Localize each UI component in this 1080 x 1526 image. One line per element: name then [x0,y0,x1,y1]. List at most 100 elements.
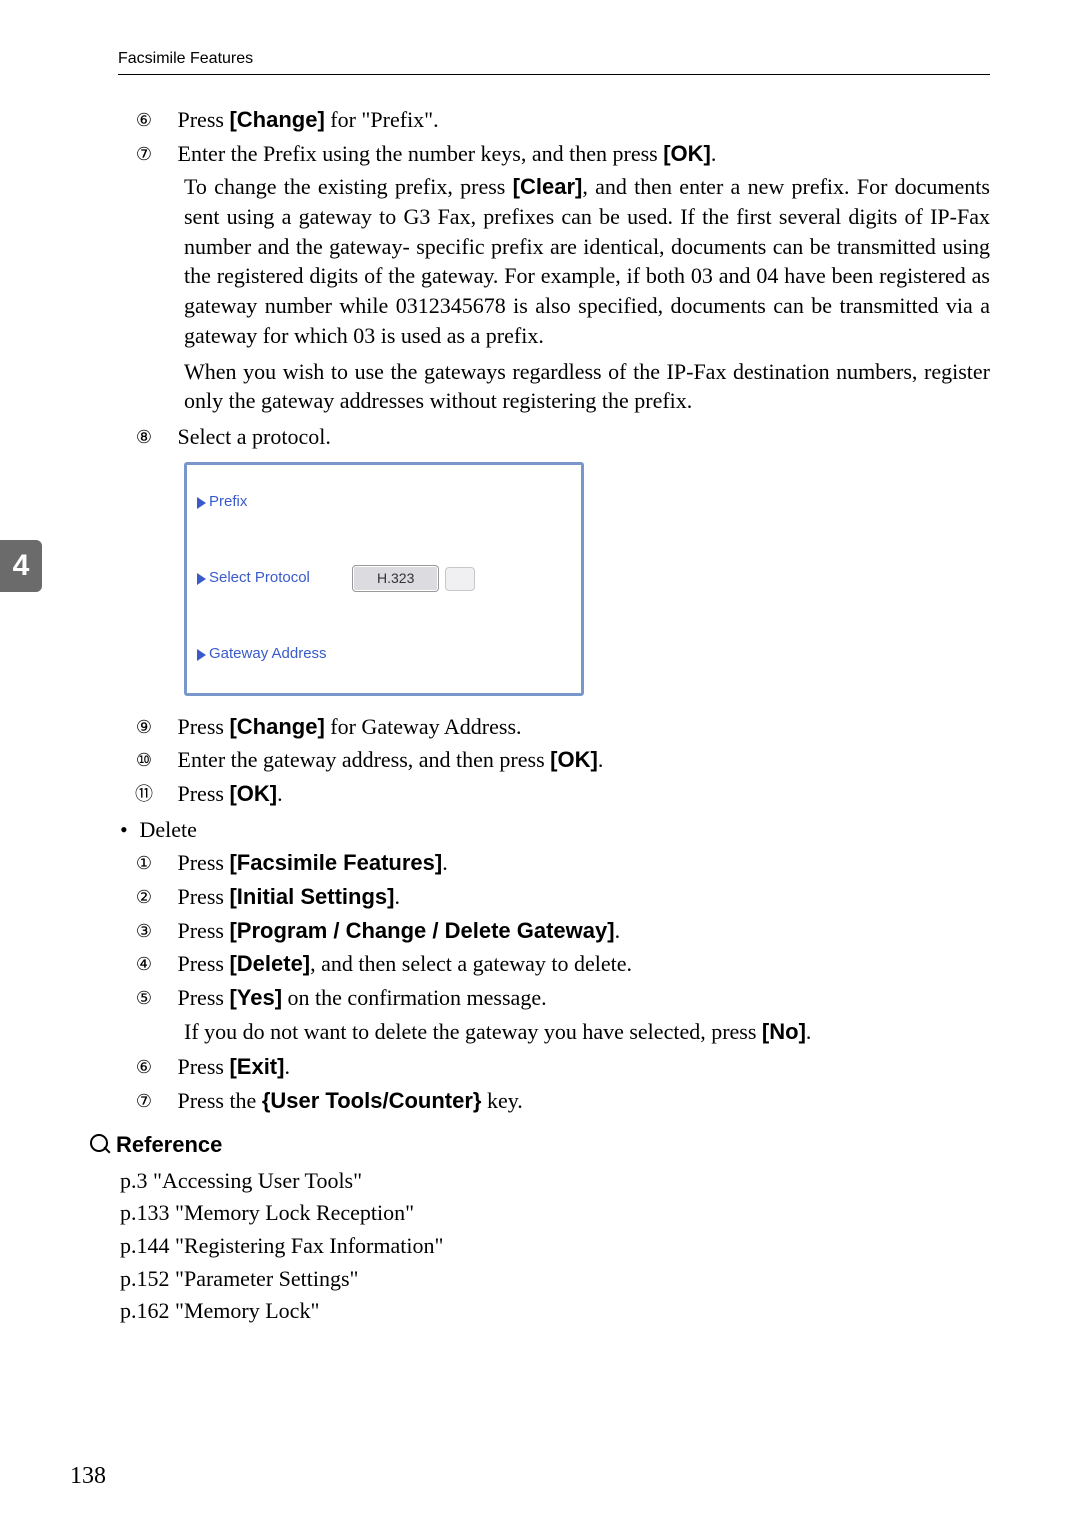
del-num-5: ⑤ [150,986,172,1010]
initial-settings-label: [Initial Settings] [229,884,394,909]
del-num-4: ④ [150,952,172,976]
del-num-3: ③ [150,919,172,943]
page-content: ⑥ Press [Change] for "Prefix". ⑦ Enter t… [150,105,990,1326]
step-6-pre: Press [178,107,230,132]
del-step-7: ⑦ Press the {User Tools/Counter} key. [150,1086,990,1116]
screenshot-prefix-label: Prefix [197,492,352,512]
s9-post: for Gateway Address. [325,714,522,739]
del-step-1: ① Press [Facsimile Features]. [150,848,990,878]
step-6-post: for "Prefix". [325,107,439,132]
p7-l3: When you wish to use the gateways regard… [184,359,990,414]
step-8-text: Select a protocol. [178,424,331,449]
del-step-5b: If you do not want to delete the gateway… [150,1017,990,1047]
reference-heading: Reference [90,1130,990,1160]
delete-label: Delete [140,817,197,842]
d4-post: , and then select a gateway to delete. [310,951,632,976]
gateway-address-text: Gateway Address [209,644,327,664]
h323-button[interactable]: H.323 [352,565,439,592]
step-7: ⑦ Enter the Prefix using the number keys… [150,139,990,169]
ref-line-2: p.133 "Memory Lock Reception" [120,1198,990,1228]
change-label: [Change] [229,107,324,132]
triangle-icon [197,573,206,585]
step-7-post: . [711,141,717,166]
exit-label: [Exit] [229,1054,284,1079]
reference-list: p.3 "Accessing User Tools" p.133 "Memory… [120,1166,990,1326]
step-num-9: ⑨ [150,715,172,739]
d1-pre: Press [178,850,230,875]
screenshot-row-prefix: Prefix [187,465,581,541]
program-change-delete-label: [Program / Change / Delete Gateway] [229,918,614,943]
protocol-empty-button[interactable] [445,567,475,591]
clear-label: [Clear] [513,174,583,199]
d7-post: key. [481,1088,522,1113]
bullet-dot: • [120,815,134,845]
step-num-8: ⑧ [150,425,172,449]
screenshot-gateway-label: Gateway Address [197,644,352,664]
d5-post: on the confirmation message. [282,985,547,1010]
ref-line-3: p.144 "Registering Fax Information" [120,1231,990,1261]
s10-post: . [598,747,604,772]
page-number: 138 [70,1463,106,1490]
step-num-6: ⑥ [150,108,172,132]
d3-pre: Press [178,918,230,943]
d2-pre: Press [178,884,230,909]
reference-title: Reference [116,1130,222,1160]
chapter-tab: 4 [0,540,42,592]
delete-button-label: [Delete] [229,951,310,976]
running-header: Facsimile Features [118,50,990,75]
step-num-11: ⑪ [150,782,172,806]
s9-pre: Press [178,714,230,739]
protocol-screenshot: Prefix Select Protocol H.323 Gateway Add… [184,462,584,696]
change-label-2: [Change] [229,714,324,739]
del-step-6: ⑥ Press [Exit]. [150,1052,990,1082]
step-9: ⑨ Press [Change] for Gateway Address. [150,712,990,742]
del-step-5: ⑤ Press [Yes] on the confirmation messag… [150,983,990,1013]
magnify-icon [90,1134,112,1156]
facsimile-features-label: [Facsimile Features] [229,850,442,875]
step-10: ⑩ Enter the gateway address, and then pr… [150,745,990,775]
del-step-2: ② Press [Initial Settings]. [150,882,990,912]
d7-pre: Press the [178,1088,262,1113]
del-num-1: ① [150,851,172,875]
step-6: ⑥ Press [Change] for "Prefix". [150,105,990,135]
d6-pre: Press [178,1054,230,1079]
del-step-3: ③ Press [Program / Change / Delete Gatew… [150,916,990,946]
ok-label-2: [OK] [550,747,598,772]
select-protocol-text: Select Protocol [209,568,310,588]
d2-post: . [394,884,400,909]
p7-l1c: , and then enter a new prefix. [582,174,849,199]
screenshot-protocol-label: Select Protocol [197,568,352,588]
del-num-7: ⑦ [150,1089,172,1113]
screenshot-row-gateway: Gateway Address [187,617,581,693]
d5b-c: . [806,1019,812,1044]
d6-post: . [284,1054,290,1079]
s11-pre: Press [178,781,230,806]
s10-pre: Enter the gateway address, and then pres… [178,747,551,772]
delete-steps: ① Press [Facsimile Features]. ② Press [I… [120,848,990,1116]
yes-label: [Yes] [229,985,282,1010]
ref-line-4: p.152 "Parameter Settings" [120,1264,990,1294]
step-7-pre: Enter the Prefix using the number keys, … [178,141,664,166]
p7-l2: For documents sent using a gateway to G3… [184,174,990,347]
p7-l1a: To change the existing prefix, press [184,174,513,199]
s11-post: . [277,781,283,806]
no-label: [No] [762,1019,806,1044]
triangle-icon [197,649,206,661]
triangle-icon [197,497,206,509]
delete-bullet: • Delete [120,815,990,845]
d5-pre: Press [178,985,230,1010]
prefix-text: Prefix [209,492,247,512]
step-num-7: ⑦ [150,142,172,166]
del-step-4: ④ Press [Delete], and then select a gate… [150,949,990,979]
step-7-body: To change the existing prefix, press [Cl… [150,172,990,350]
screenshot-row-protocol: Select Protocol H.323 [187,541,581,617]
user-tools-counter-key: User Tools/Counter [270,1088,473,1113]
d1-post: . [442,850,448,875]
ok-label-3: [OK] [229,781,277,806]
d4-pre: Press [178,951,230,976]
d5b-a: If you do not want to delete the gateway… [184,1019,762,1044]
ok-label: [OK] [663,141,711,166]
d3-post: . [615,918,621,943]
step-num-10: ⑩ [150,748,172,772]
del-num-6: ⑥ [150,1055,172,1079]
